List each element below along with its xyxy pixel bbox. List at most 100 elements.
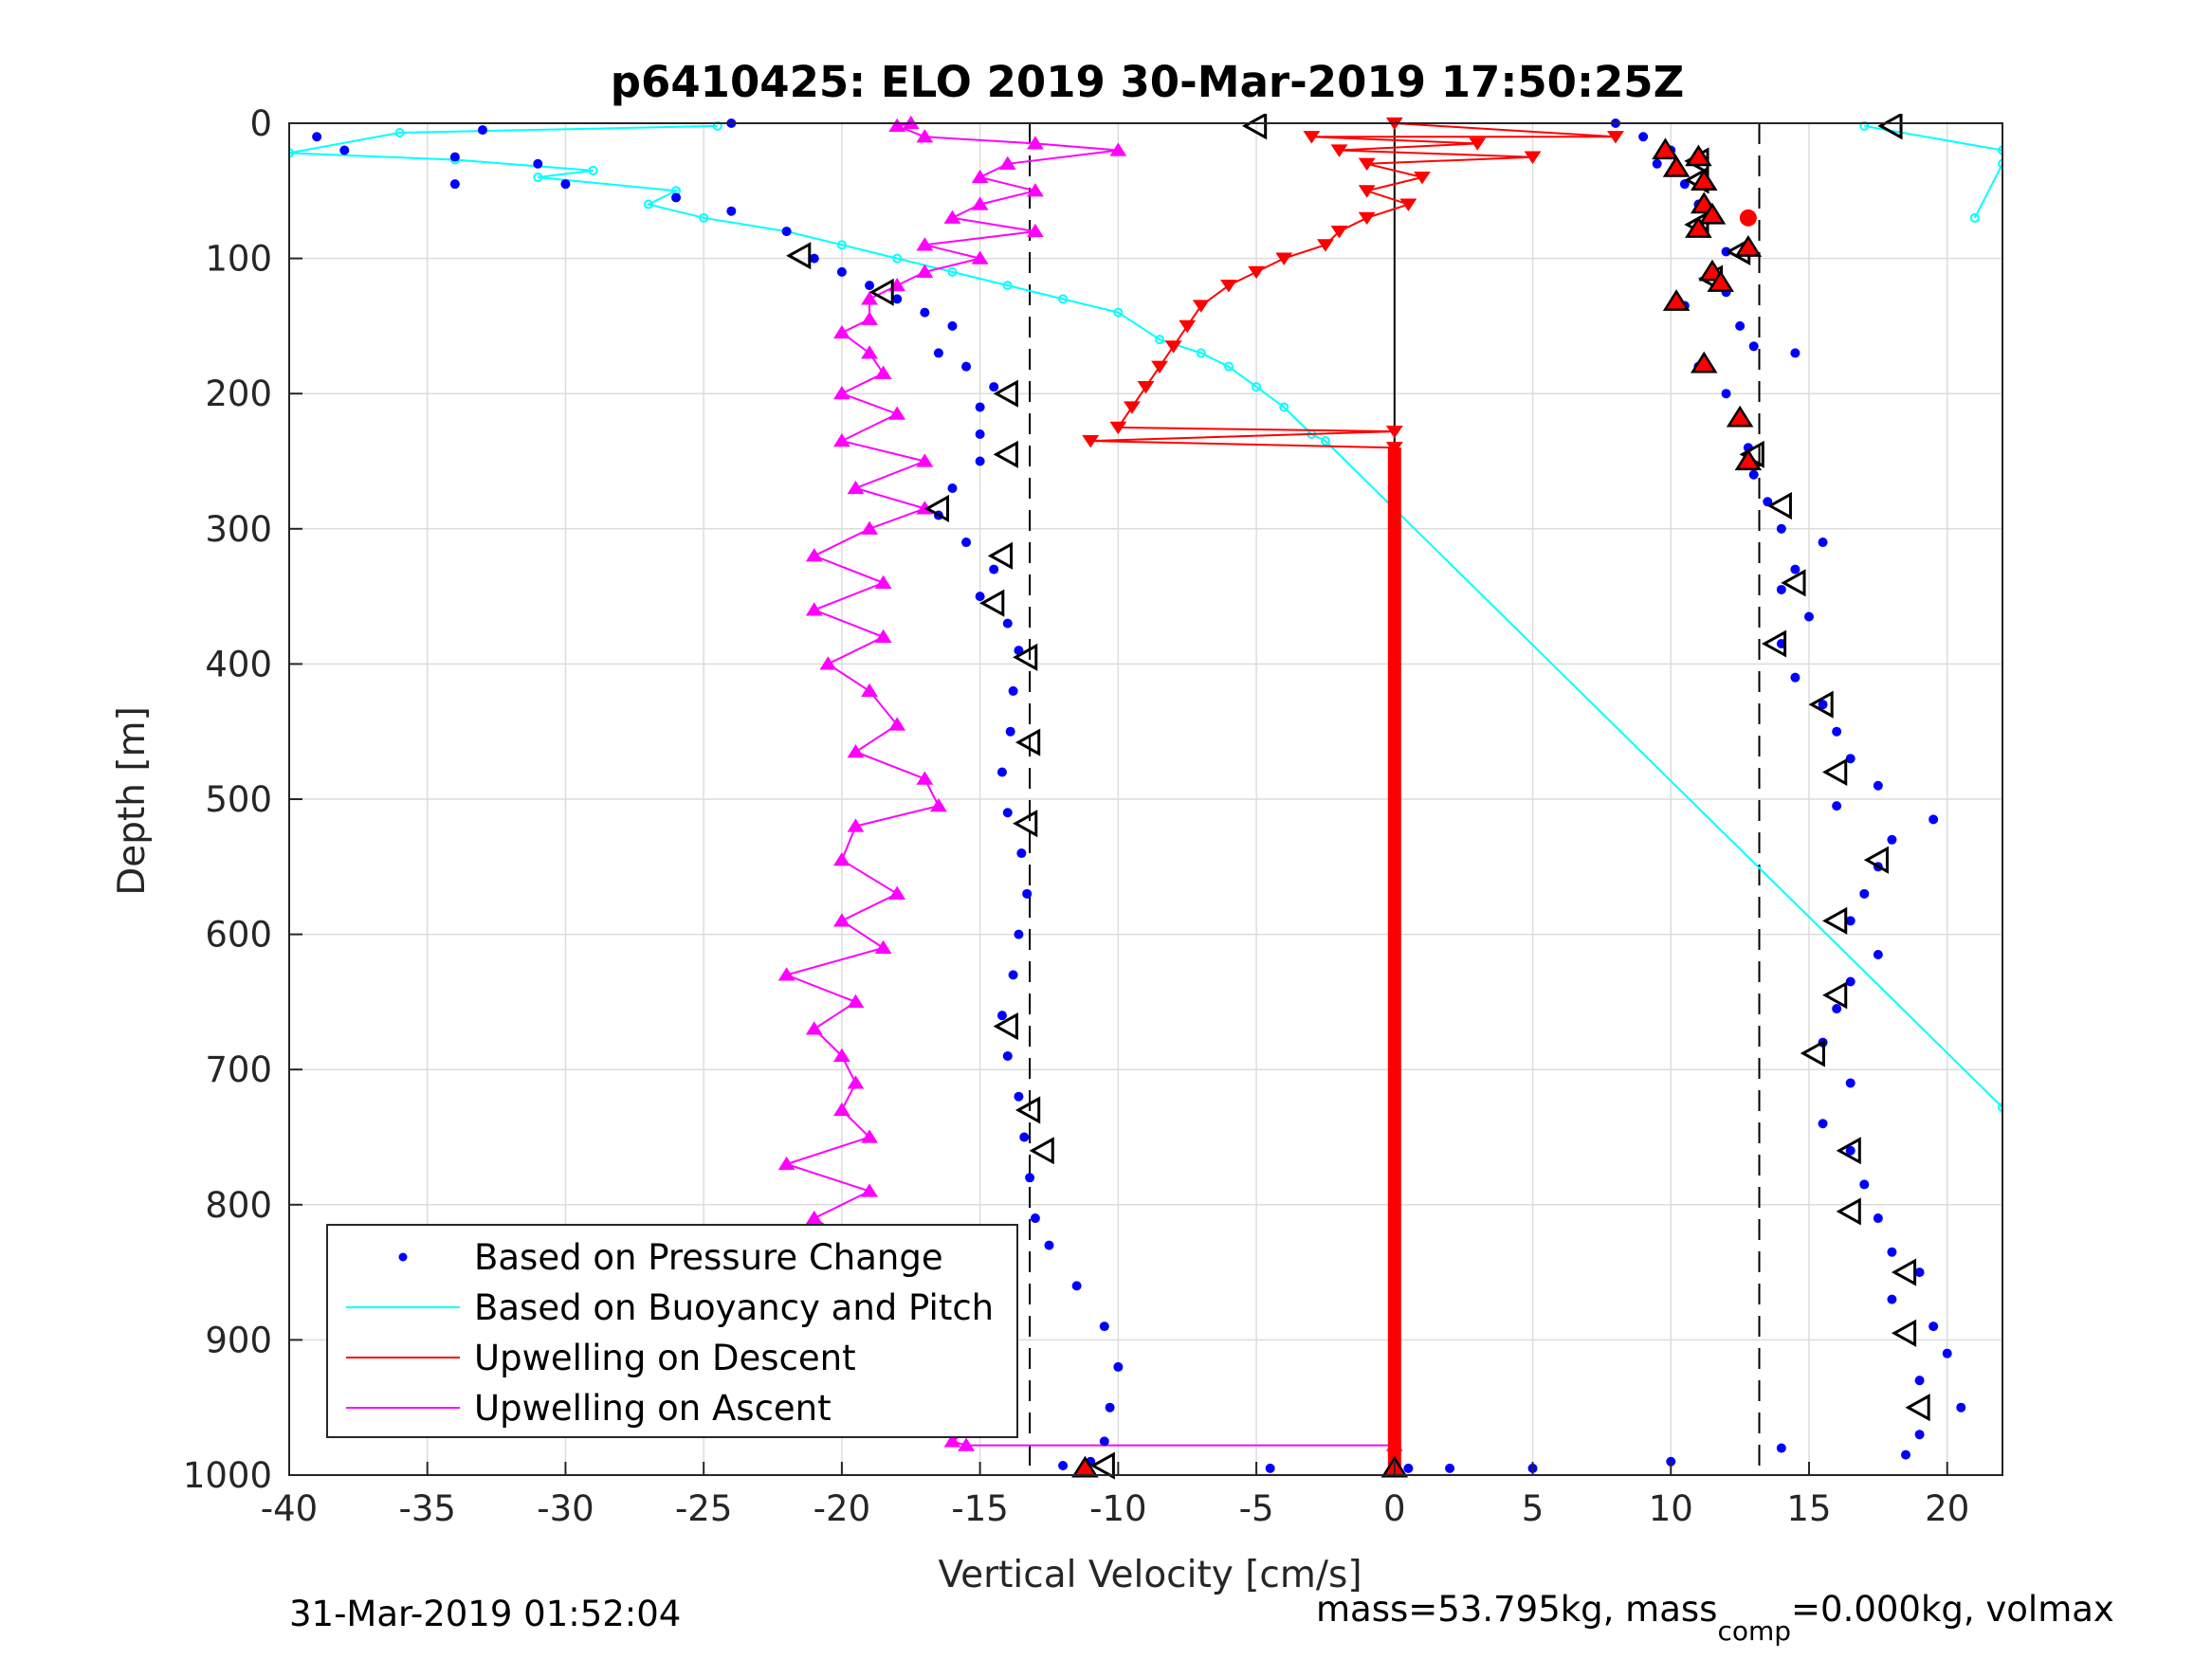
upwelling-descent-point bbox=[1137, 380, 1155, 394]
y-tick-label: 600 bbox=[205, 915, 272, 956]
upwelling-descent-point bbox=[1330, 144, 1348, 157]
open-triangle-marker bbox=[1013, 810, 1038, 838]
red-triangle-marker bbox=[1071, 1455, 1099, 1478]
legend-swatch-dot bbox=[398, 1252, 408, 1262]
upwelling-ascent-point bbox=[777, 967, 795, 981]
pressure-ascent-point bbox=[1873, 1213, 1883, 1224]
pressure-ascent-point bbox=[1776, 1443, 1786, 1453]
pressure-descent-point bbox=[1113, 1361, 1124, 1372]
upwelling-ascent-point bbox=[847, 1075, 865, 1089]
pressure-ascent-point bbox=[1763, 497, 1773, 507]
pressure-descent-point bbox=[989, 382, 999, 392]
pressure-descent-point bbox=[947, 320, 958, 331]
buoyancy-pitch-point bbox=[1998, 1103, 2002, 1113]
upwelling-descent-point bbox=[1330, 225, 1348, 239]
upwelling-descent-point bbox=[1109, 421, 1127, 435]
pressure-descent-point bbox=[1099, 1436, 1109, 1447]
y-tick-label: 300 bbox=[205, 509, 272, 550]
y-axis-label: Depth [m] bbox=[111, 706, 154, 896]
upwelling-ascent-point bbox=[805, 602, 823, 616]
pressure-ascent-point bbox=[1265, 1463, 1275, 1473]
buoyancy-pitch-point bbox=[643, 199, 653, 210]
upwelling-ascent-point bbox=[805, 548, 823, 562]
x-tick-label: -25 bbox=[675, 1488, 732, 1529]
red-triangle-marker bbox=[1734, 448, 1763, 471]
pressure-descent-point bbox=[312, 132, 322, 142]
upwelling-ascent-point bbox=[943, 1433, 961, 1448]
pressure-ascent-point bbox=[1929, 814, 1939, 825]
pressure-ascent-point bbox=[1666, 1456, 1676, 1467]
y-tick-label: 100 bbox=[205, 239, 272, 280]
pressure-ascent-point bbox=[1845, 1078, 1856, 1088]
x-tick-label: 20 bbox=[1925, 1488, 1969, 1529]
open-triangle-marker bbox=[1241, 114, 1268, 140]
pressure-ascent-point bbox=[1900, 1449, 1910, 1460]
pressure-descent-point bbox=[1002, 618, 1013, 629]
y-tick-label: 200 bbox=[205, 374, 272, 414]
legend-label: Upwelling on Descent bbox=[474, 1338, 856, 1378]
open-triangle-marker bbox=[993, 379, 1018, 408]
x-tick-label: 10 bbox=[1649, 1488, 1693, 1529]
pressure-ascent-point bbox=[1942, 1348, 1952, 1358]
upwelling-descent-point bbox=[1123, 401, 1141, 414]
open-triangle-marker bbox=[1891, 1258, 1917, 1286]
pressure-ascent-point bbox=[1790, 564, 1801, 574]
upwelling-descent-point bbox=[1179, 319, 1197, 334]
pressure-descent-point bbox=[809, 253, 819, 264]
open-triangle-marker bbox=[1766, 492, 1792, 520]
buoyancy-pitch-point bbox=[712, 120, 722, 131]
upwelling-ascent-point bbox=[847, 480, 865, 495]
upwelling-ascent-point bbox=[833, 432, 850, 447]
open-triangle-marker bbox=[1863, 846, 1889, 874]
open-triangle-marker bbox=[1808, 690, 1834, 719]
pressure-ascent-point bbox=[1845, 976, 1856, 987]
axis-ticks: -40 -35 -30 -25 -20 -15 -10 -5 0 5 10 15 20010020030… bbox=[183, 103, 1969, 1529]
open-triangle-marker bbox=[1822, 757, 1848, 787]
pressure-ascent-point bbox=[1956, 1402, 1966, 1413]
x-tick-label: -35 bbox=[399, 1488, 456, 1529]
upwelling-ascent-point bbox=[861, 345, 878, 359]
pressure-ascent-point bbox=[1873, 780, 1883, 791]
pressure-descent-point bbox=[533, 158, 543, 169]
pressure-descent-point bbox=[1044, 1240, 1054, 1250]
pressure-descent-point bbox=[1019, 1132, 1030, 1142]
pressure-ascent-point bbox=[1929, 1322, 1939, 1332]
legend-box bbox=[326, 1224, 1018, 1438]
upwelling-ascent-point bbox=[1027, 136, 1044, 150]
upwelling-ascent-point bbox=[833, 1102, 850, 1117]
open-triangle-marker bbox=[1822, 981, 1848, 1010]
red-triangle-marker bbox=[1698, 202, 1727, 225]
upwelling-ascent-point bbox=[916, 129, 934, 143]
pressure-descent-point bbox=[449, 179, 460, 190]
upwelling-ascent-point bbox=[916, 264, 934, 278]
pressure-descent-point bbox=[1030, 1213, 1040, 1224]
upwelling-ascent-point bbox=[998, 155, 1016, 170]
pressure-ascent-point bbox=[1748, 341, 1759, 352]
upwelling-ascent-point bbox=[1109, 142, 1127, 156]
pressure-ascent-point bbox=[1818, 700, 1828, 710]
open-triangle-marker bbox=[1089, 1451, 1115, 1480]
x-tick-label: -30 bbox=[537, 1488, 594, 1529]
pressure-ascent-point bbox=[1887, 1247, 1897, 1257]
upwelling-ascent-point bbox=[888, 717, 906, 731]
upwelling-descent-point bbox=[1317, 239, 1334, 252]
pressure-ascent-point bbox=[1790, 348, 1801, 358]
pressure-ascent-point bbox=[1748, 469, 1759, 480]
pressure-ascent-point bbox=[1887, 1294, 1897, 1304]
upwelling-descent-point bbox=[1248, 265, 1266, 280]
x-tick-label: 5 bbox=[1522, 1488, 1545, 1529]
upwelling-ascent-point bbox=[971, 169, 989, 184]
upwelling-descent-point bbox=[1358, 211, 1376, 226]
buoyancy-pitch-point bbox=[1058, 294, 1069, 304]
upwelling-ascent-point bbox=[833, 1048, 850, 1063]
upwelling-descent-point bbox=[1607, 131, 1624, 144]
open-triangle-marker bbox=[786, 242, 812, 270]
red-triangle-marker bbox=[1726, 405, 1754, 428]
buoyancy-pitch-point bbox=[289, 148, 294, 158]
pressure-descent-point bbox=[1071, 1281, 1082, 1291]
footer-mass-subscript: comp bbox=[1717, 1615, 1791, 1647]
buoyancy-pitch-surface-line bbox=[1864, 124, 2002, 219]
red-triangle-marker bbox=[1685, 144, 1712, 167]
open-triangle-marker bbox=[1013, 643, 1038, 671]
footer-mass: mass=53.795kg, masscomp=0.000kg, volmax bbox=[1316, 1589, 2114, 1647]
